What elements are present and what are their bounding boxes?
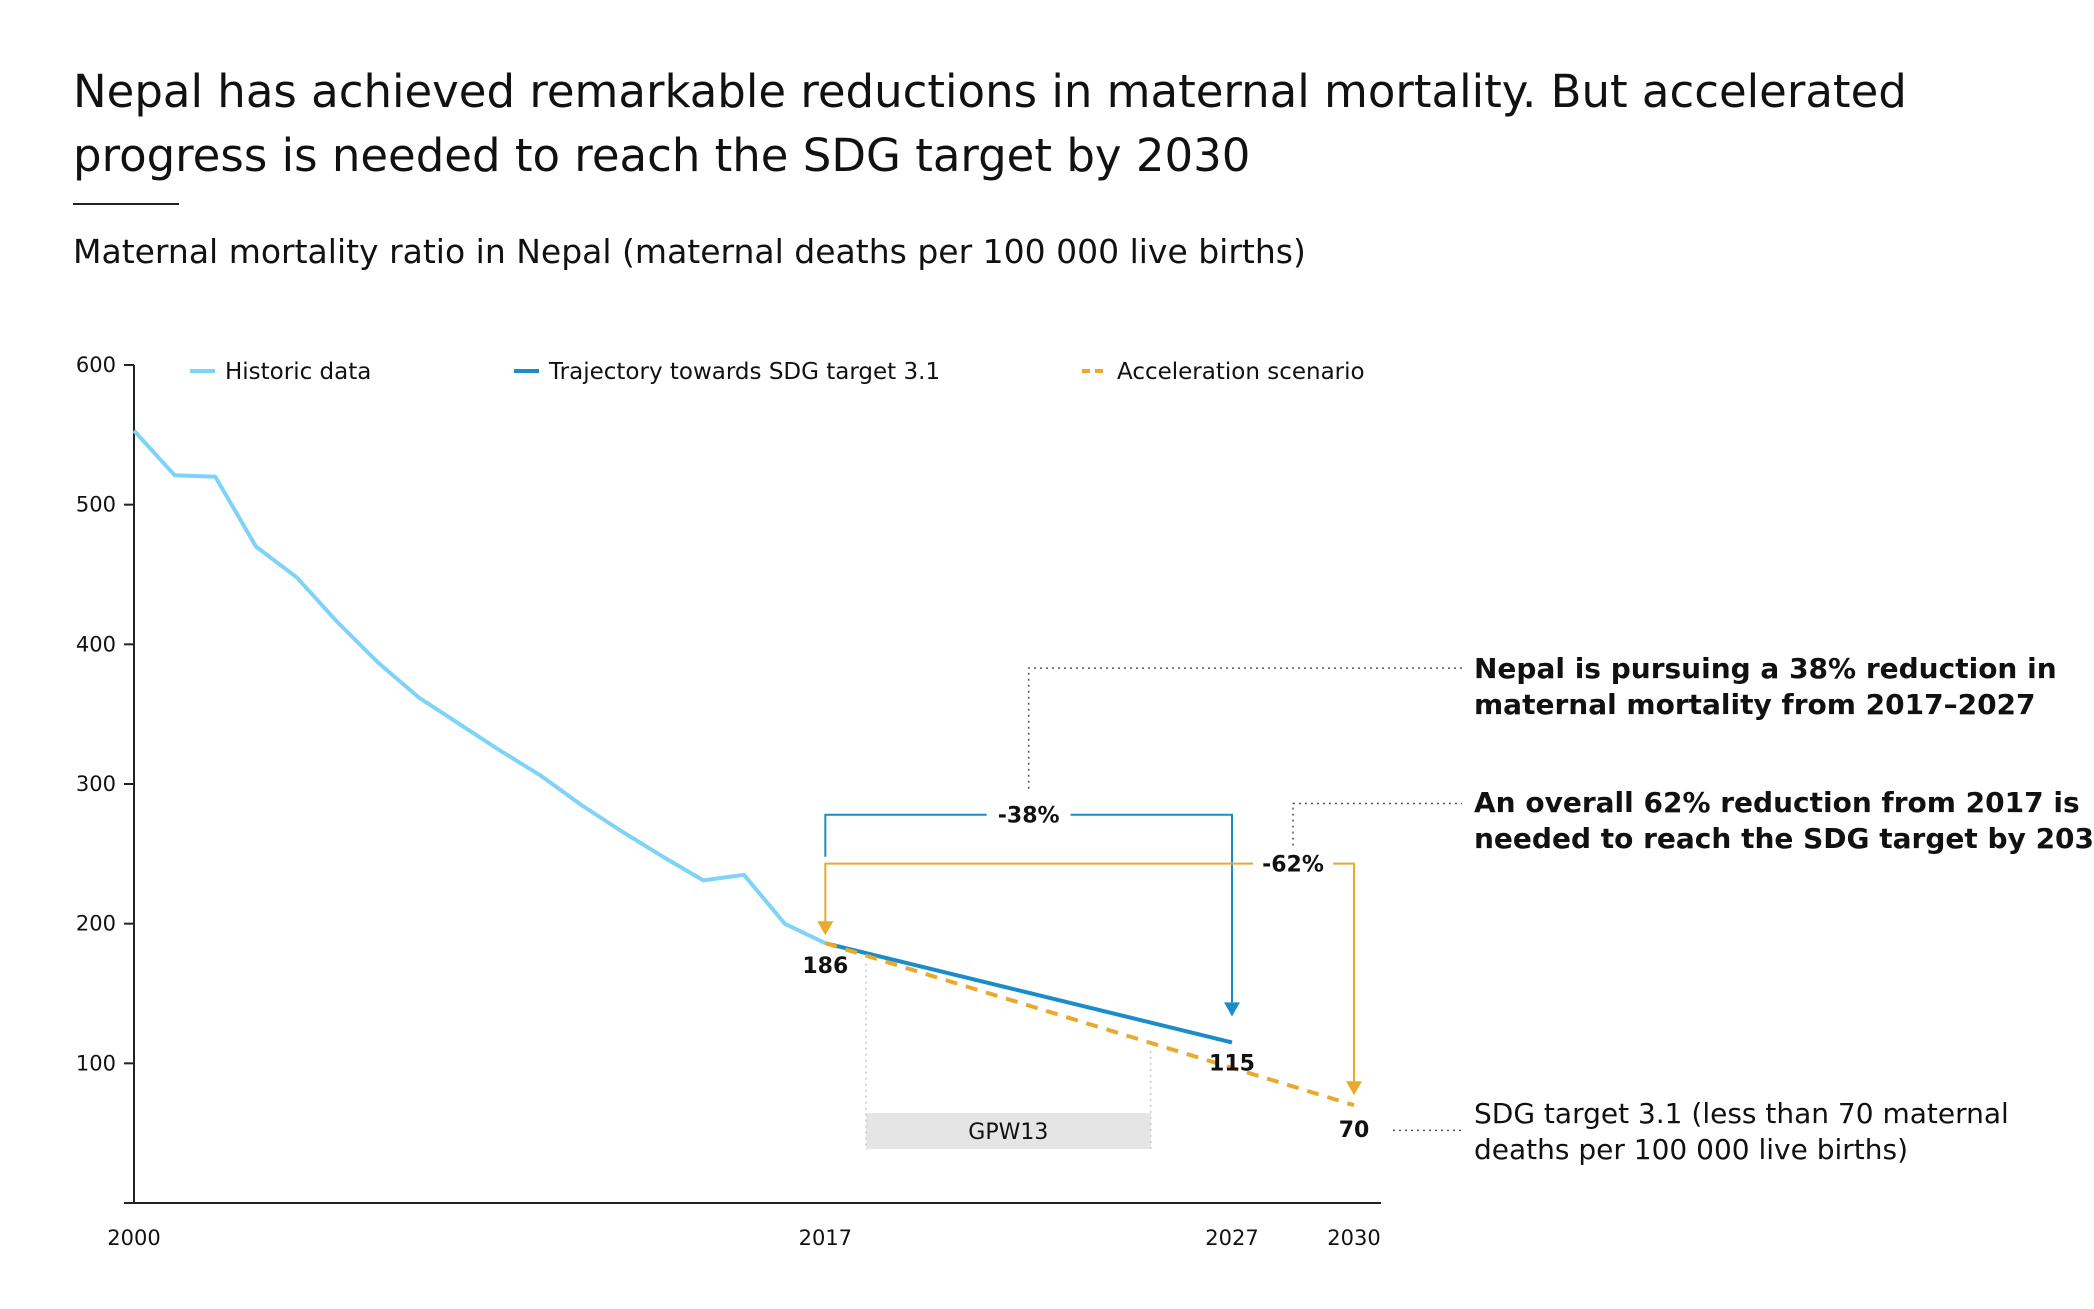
data-label: 70 [1339,1118,1370,1143]
bracket-38-left [824,813,987,857]
annotation-text: deaths per 100 000 live births) [1474,1133,1908,1166]
gpw13-band [866,1113,1151,1149]
x-tick-label: 2030 [1327,1226,1380,1250]
leader-62 [1292,802,1462,846]
legend-label: Acceleration scenario [1117,359,1365,385]
y-tick-label: 600 [76,353,116,377]
leader-38 [1027,667,1462,789]
annotation-text: SDG target 3.1 (less than 70 maternal [1474,1097,2009,1130]
arrowhead-2027 [1224,1002,1240,1017]
y-tick-label: 300 [76,772,116,796]
annotation-text: maternal mortality from 2017–2027 [1474,688,2036,721]
pct-label-62: -62% [1262,853,1324,878]
title-rule [73,203,179,205]
y-tick-label: 200 [76,912,116,936]
historic-data-line [132,429,827,946]
arrowhead-2030 [1346,1081,1362,1096]
legend-label: Historic data [225,359,371,385]
trajectory-line [824,941,1233,1045]
bracket-62-right [1333,862,1355,1082]
arrowhead-2017 [817,921,834,936]
page-title: Nepal has achieved remarkable reductions… [73,65,1907,182]
y-tick-label: 500 [76,493,116,517]
gpw13-label: GPW13 [968,1120,1048,1145]
annotation-text: Nepal is pursuing a 38% reduction in [1474,652,2057,685]
bracket-38-right [1070,813,1233,1003]
pct-label-38: -38% [998,804,1060,829]
x-tick-label: 2027 [1205,1226,1258,1250]
bracket-62-left [824,862,1253,922]
acceleration-line [824,941,1355,1108]
data-label: 186 [802,954,848,979]
data-label: 115 [1209,1051,1255,1076]
chart-subtitle: Maternal mortality ratio in Nepal (mater… [73,232,1306,271]
y-tick-label: 100 [76,1051,116,1075]
annotation-text: An overall 62% reduction from 2017 is [1474,786,2080,819]
x-tick-label: 2000 [107,1226,160,1250]
x-tick-label: 2017 [799,1226,852,1250]
legend-label: Trajectory towards SDG target 3.1 [548,359,940,385]
annotation-text: needed to reach the SDG target by 2030 [1474,822,2094,855]
y-tick-label: 400 [76,632,116,656]
